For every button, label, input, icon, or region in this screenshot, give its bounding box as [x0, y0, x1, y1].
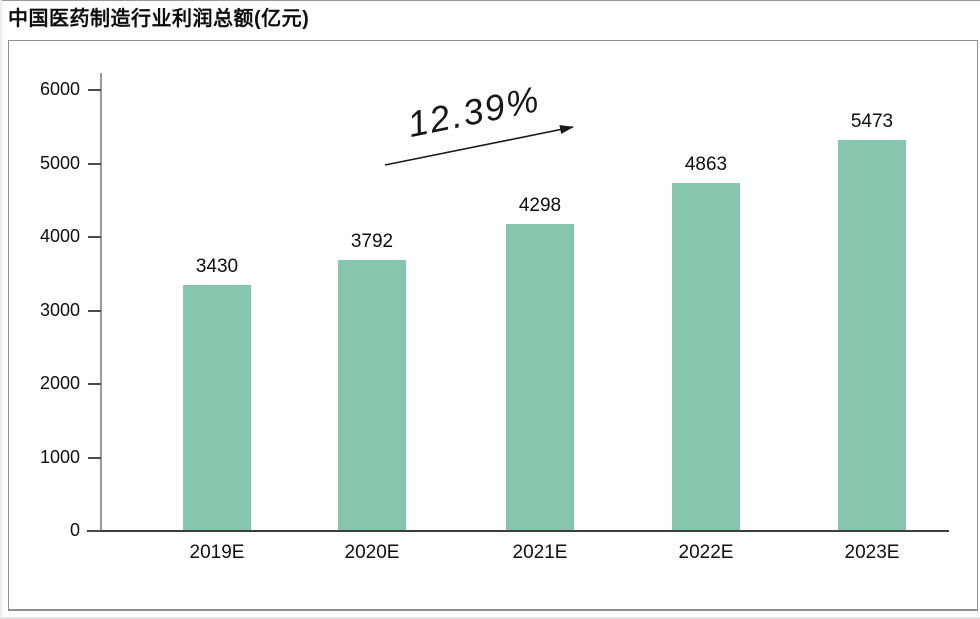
x-axis-category-label: 2019E [189, 542, 245, 563]
screenshot-left-edge [0, 0, 2, 619]
x-axis-baseline [87, 530, 949, 532]
y-axis-tick [88, 383, 101, 385]
x-axis-category-label: 2021E [512, 542, 568, 563]
bar-value-label: 3430 [195, 256, 239, 277]
plot-area: 12.39% 0 1000 2000 3000 4000 5000 6000 3430 2019… [9, 41, 977, 609]
y-axis-tick [88, 236, 101, 238]
bar-2023E [838, 140, 906, 530]
bar-value-label: 3792 [350, 231, 394, 252]
y-axis-tick-label: 6000 [39, 79, 80, 99]
x-axis-category-label: 2023E [844, 542, 900, 563]
y-axis-line [100, 73, 102, 532]
y-axis-tick [88, 310, 101, 312]
y-axis-tick [88, 530, 101, 532]
y-axis-tick [88, 89, 101, 91]
y-axis-tick-label: 0 [69, 520, 80, 540]
bar-value-label: 5473 [850, 111, 894, 132]
y-axis-tick [88, 457, 101, 459]
x-axis-category-label: 2020E [344, 542, 400, 563]
bar-value-label: 4863 [684, 154, 728, 175]
y-axis-tick [88, 163, 101, 165]
bar-value-label: 4298 [518, 195, 562, 216]
bar-2022E [672, 183, 740, 530]
y-axis-tick-label: 3000 [39, 300, 80, 320]
y-axis-tick-label: 5000 [39, 153, 80, 173]
bar-2019E [183, 285, 251, 530]
chart-panel: 12.39% 0 1000 2000 3000 4000 5000 6000 3430 2019… [8, 40, 978, 611]
y-axis-tick-label: 2000 [39, 373, 80, 393]
y-axis-tick-label: 1000 [39, 447, 80, 467]
bar-2021E [506, 224, 574, 530]
growth-trend-arrow-icon [384, 125, 574, 166]
screenshot-bottom-edge [0, 617, 980, 619]
y-axis-tick-label: 4000 [39, 226, 80, 246]
screenshot-top-edge [0, 0, 980, 1]
chart-title: 中国医药制造行业利润总额(亿元) [8, 8, 310, 30]
x-axis-category-label: 2022E [678, 542, 734, 563]
bar-2020E [338, 260, 406, 530]
